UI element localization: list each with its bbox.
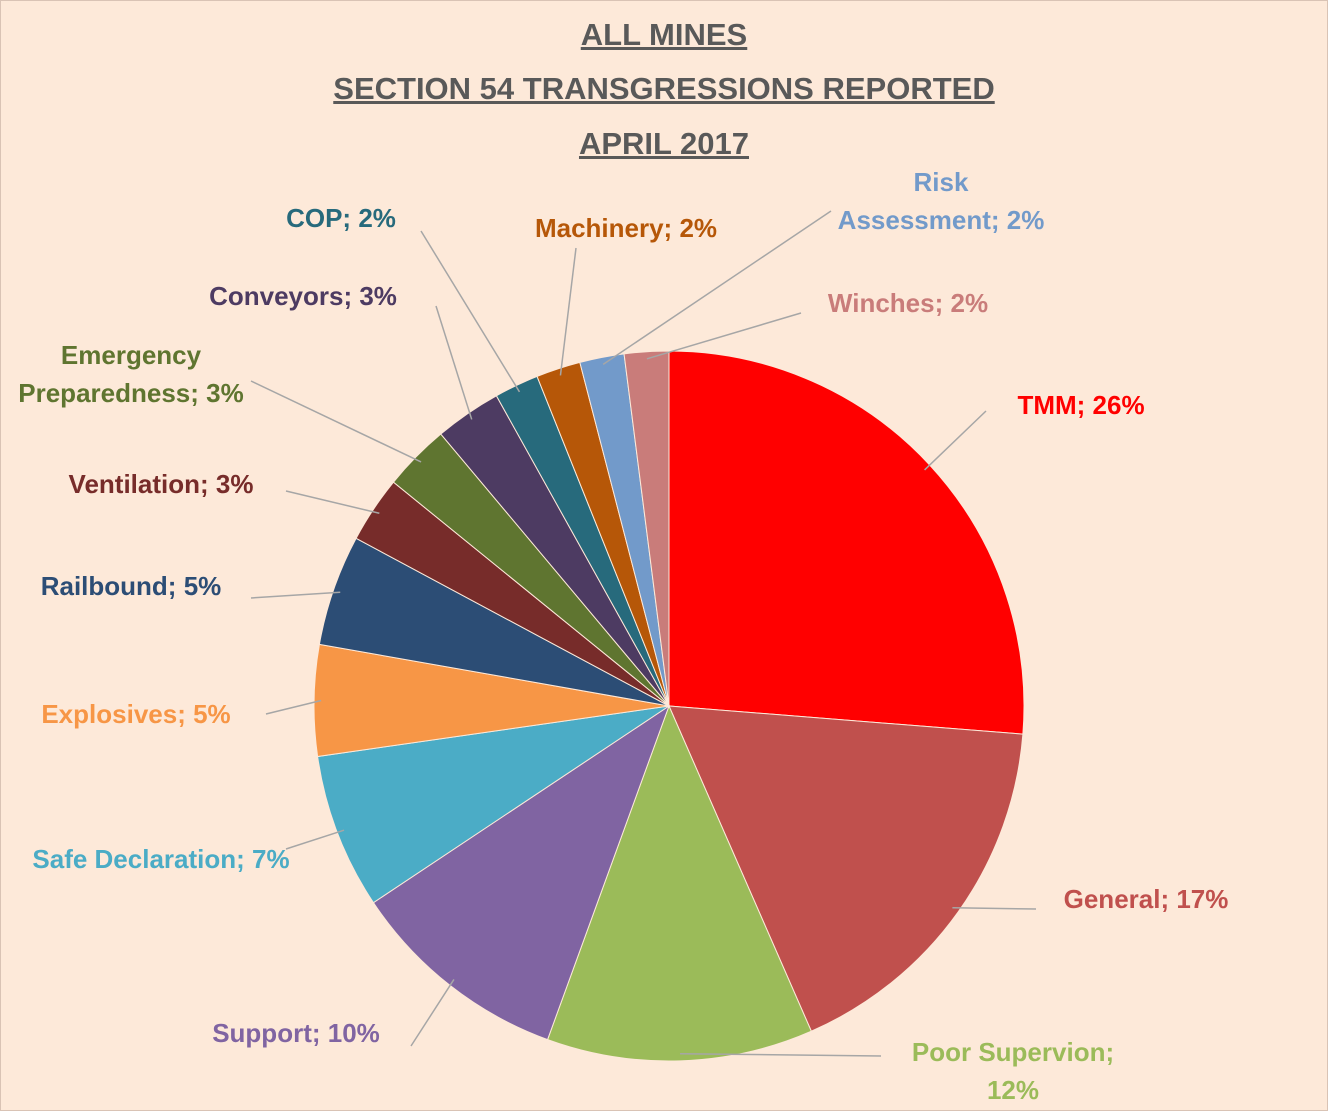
data-label: Poor Supervion; 12% <box>911 1037 1115 1105</box>
leader-line <box>250 380 422 463</box>
leader-line <box>420 230 521 393</box>
chart-title: ALL MINES <box>580 17 748 52</box>
data-label: Conveyors; 3% <box>209 281 397 311</box>
data-label: TMM; 26% <box>1017 390 1145 420</box>
leader-line <box>646 312 802 360</box>
leader-line <box>265 699 322 715</box>
leader-line <box>285 490 380 515</box>
leader-line <box>559 247 577 376</box>
data-label: Winches; 2% <box>827 288 989 318</box>
data-label: COP; 2% <box>286 203 396 233</box>
leader-line <box>285 829 345 850</box>
chart-title: SECTION 54 TRANSGRESSIONS REPORTED <box>333 71 995 106</box>
leader-line <box>435 305 473 420</box>
data-label: General; 17% <box>1063 884 1229 914</box>
data-label: Ventilation; 3% <box>68 469 254 499</box>
data-label: Risk Assessment; 2% <box>837 167 1045 235</box>
data-label: Explosives; 5% <box>41 699 231 729</box>
leader-line <box>410 979 455 1047</box>
leader-line <box>250 591 341 599</box>
pie-slice <box>546 704 812 1062</box>
leader-line <box>952 907 1037 910</box>
data-label: Machinery; 2% <box>534 213 718 243</box>
leader-line <box>680 1052 882 1057</box>
leader-line <box>602 210 832 366</box>
data-label: Safe Declaration; 7% <box>32 844 290 874</box>
data-label: Support; 10% <box>212 1018 380 1048</box>
data-label: Railbound; 5% <box>40 571 222 601</box>
chart-title: APRIL 2017 <box>578 126 749 161</box>
leader-line <box>924 410 987 471</box>
pie-slice <box>668 705 1024 1032</box>
pie-slice <box>623 350 670 707</box>
pie-slice <box>668 350 1025 735</box>
data-label: Emergency Preparedness; 3% <box>18 340 244 408</box>
